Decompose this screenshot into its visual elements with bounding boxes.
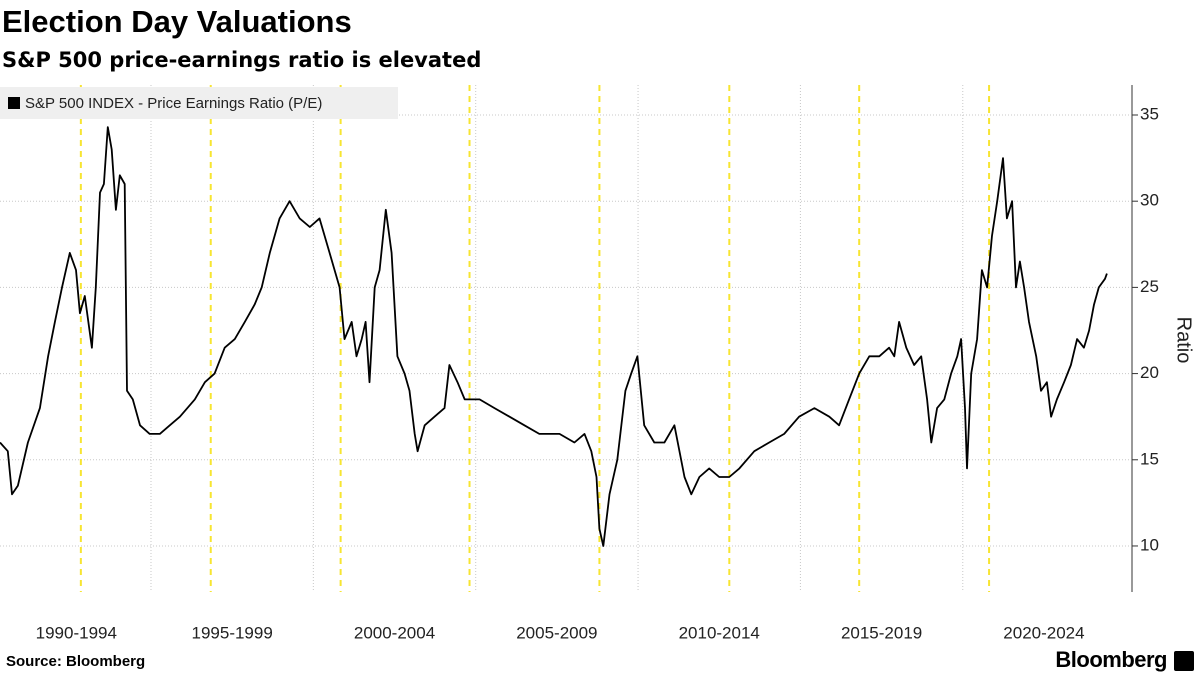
chart-title: Election Day Valuations xyxy=(2,4,352,39)
y-axis-label: Ratio xyxy=(1173,317,1195,364)
y-tick-label: 15 xyxy=(1140,449,1159,468)
x-tick-label: 1990-1994 xyxy=(36,623,117,642)
legend-label: S&P 500 INDEX - Price Earnings Ratio (P/… xyxy=(25,95,322,112)
legend-swatch xyxy=(8,97,20,109)
y-tick-label: 25 xyxy=(1140,277,1159,296)
x-tick-label: 2015-2019 xyxy=(841,623,922,642)
y-tick-label: 35 xyxy=(1140,104,1159,123)
source: Source: Bloomberg xyxy=(6,653,145,670)
legend: S&P 500 INDEX - Price Earnings Ratio (P/… xyxy=(0,87,398,119)
x-tick-label: 2010-2014 xyxy=(679,623,760,642)
logo-mark xyxy=(1174,651,1194,671)
x-tick-label: 2005-2009 xyxy=(516,623,597,642)
x-tick-label: 1995-1999 xyxy=(192,623,273,642)
y-tick-label: 30 xyxy=(1140,191,1159,210)
x-tick-label: 2020-2024 xyxy=(1003,623,1084,642)
legend-background xyxy=(0,87,398,119)
y-tick-label: 20 xyxy=(1140,363,1159,382)
chart-subtitle: S&P 500 price-earnings ratio is elevated xyxy=(2,48,481,72)
logo: Bloomberg xyxy=(1055,647,1167,672)
x-tick-label: 2000-2004 xyxy=(354,623,435,642)
series-line xyxy=(0,126,1108,547)
y-tick-label: 10 xyxy=(1140,535,1159,554)
